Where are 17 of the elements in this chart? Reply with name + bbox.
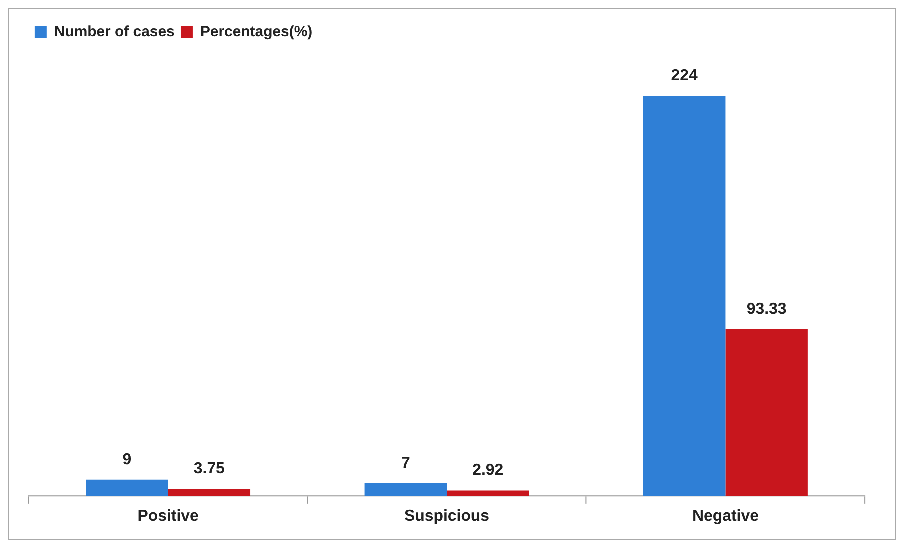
data-label: 93.33 [746, 300, 787, 318]
bar [168, 489, 251, 496]
bar [364, 483, 448, 496]
x-tick-label: Suspicious [404, 508, 490, 525]
data-label: 2.92 [472, 462, 504, 480]
bar [726, 329, 808, 496]
bar [644, 96, 726, 496]
bar [86, 480, 168, 496]
legend-label: Number of cases [54, 24, 175, 41]
legend-label: Percentages(%) [200, 24, 313, 41]
x-tick-label: Negative [692, 508, 760, 525]
data-label: 224 [671, 68, 698, 85]
data-label: 3.75 [194, 460, 226, 478]
bar [447, 490, 530, 496]
data-label: 7 [401, 454, 410, 472]
data-label: 9 [122, 451, 132, 468]
x-tick-label: Positive [138, 508, 200, 525]
